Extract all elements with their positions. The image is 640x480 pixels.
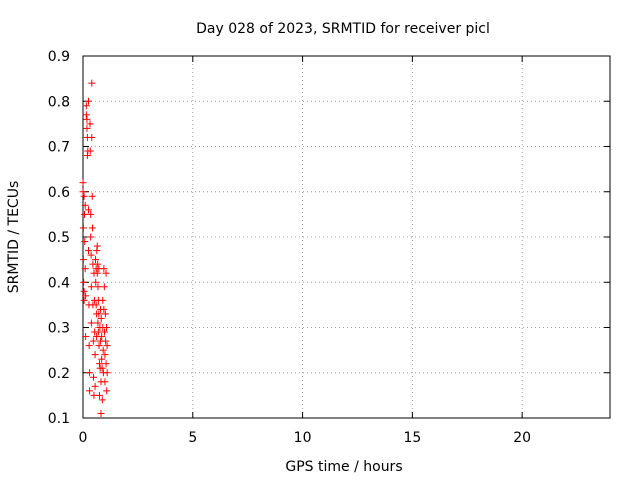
data-point	[100, 265, 108, 273]
data-point	[87, 233, 95, 241]
data-point	[88, 79, 96, 87]
data-point	[98, 396, 106, 404]
y-tick-label: 0.6	[48, 185, 70, 201]
data-point	[82, 111, 90, 119]
data-point	[103, 369, 111, 377]
y-axis-label: SRMTID / TECUs	[6, 181, 22, 294]
data-point	[79, 188, 87, 196]
data-point	[95, 310, 103, 318]
data-point	[85, 342, 93, 350]
y-tick-label: 0.3	[48, 321, 70, 337]
data-point	[101, 378, 109, 386]
data-point	[102, 337, 110, 345]
data-point	[102, 324, 110, 331]
x-tick-label: 0	[79, 430, 88, 446]
data-point	[79, 256, 87, 264]
x-axis-label: GPS time / hours	[285, 459, 402, 475]
data-point	[90, 373, 98, 381]
y-tick-labels: 0.1 0.2 0.3 0.4 0.5 0.6 0.7 0.8 0.9	[48, 49, 70, 427]
data-point	[81, 265, 89, 273]
data-point	[82, 292, 90, 300]
data-point	[82, 333, 90, 341]
data-point	[84, 206, 92, 214]
axis-ticks	[82, 55, 610, 419]
data-point	[84, 247, 92, 255]
data-point	[92, 278, 100, 286]
data-point	[93, 242, 101, 250]
data-point	[94, 319, 102, 327]
data-point	[80, 192, 88, 200]
data-point	[87, 251, 95, 259]
data-point	[94, 283, 102, 291]
data-point	[88, 224, 96, 232]
data-point	[86, 369, 94, 377]
data-point	[86, 120, 94, 128]
data-point	[94, 328, 102, 336]
data-point	[83, 124, 91, 132]
data-point	[98, 333, 106, 341]
data-point	[102, 360, 110, 368]
x-tick-label: 10	[294, 430, 312, 446]
x-tick-labels: 0 5 10 15 20	[79, 430, 532, 446]
data-point	[101, 328, 109, 336]
data-point	[84, 97, 92, 105]
data-points	[79, 79, 111, 417]
y-tick-label: 0.2	[48, 366, 70, 382]
x-tick-label: 20	[513, 430, 531, 446]
data-point	[100, 305, 108, 313]
data-point	[93, 269, 101, 277]
data-point	[101, 310, 109, 318]
y-tick-label: 0.8	[48, 94, 70, 110]
data-point	[82, 102, 90, 110]
data-point	[99, 346, 107, 354]
chart-title: Day 028 of 2023, SRMTID for receiver pic…	[196, 21, 490, 37]
data-point	[92, 256, 100, 264]
data-point	[95, 342, 103, 350]
data-point	[95, 391, 103, 399]
y-tick-label: 0.5	[48, 230, 70, 246]
data-point	[99, 296, 107, 304]
y-tick-label: 0.4	[48, 275, 70, 291]
data-point	[81, 238, 89, 246]
data-point	[81, 210, 89, 218]
data-point	[81, 201, 89, 209]
plot-frame	[82, 55, 611, 419]
data-point	[89, 337, 97, 345]
data-point	[103, 342, 111, 350]
data-point	[88, 192, 96, 200]
data-point	[94, 260, 102, 268]
y-tick-label: 0.7	[48, 140, 70, 156]
data-point	[98, 355, 106, 363]
data-point	[80, 296, 88, 304]
data-point	[95, 360, 103, 368]
data-point	[102, 269, 110, 277]
data-point	[80, 287, 88, 295]
data-point	[91, 382, 99, 390]
data-point	[97, 314, 105, 322]
y-tick-label: 0.1	[48, 411, 70, 427]
x-tick-label: 15	[403, 430, 421, 446]
data-point	[83, 115, 91, 123]
data-point	[98, 364, 106, 372]
data-point	[79, 179, 87, 187]
data-point	[80, 278, 88, 286]
data-point	[97, 409, 105, 417]
y-tick-label: 0.9	[48, 49, 70, 65]
data-point	[92, 301, 100, 309]
data-point	[103, 387, 111, 395]
data-point	[91, 351, 99, 359]
data-point	[86, 387, 94, 395]
data-point	[87, 319, 95, 327]
x-tick-label: 5	[188, 430, 197, 446]
data-point	[88, 133, 96, 141]
data-point	[79, 224, 87, 232]
data-point	[87, 210, 95, 218]
grid-lines	[83, 56, 610, 418]
data-point	[100, 283, 108, 291]
data-point	[87, 283, 95, 291]
data-point	[86, 147, 94, 155]
data-point	[101, 351, 109, 359]
